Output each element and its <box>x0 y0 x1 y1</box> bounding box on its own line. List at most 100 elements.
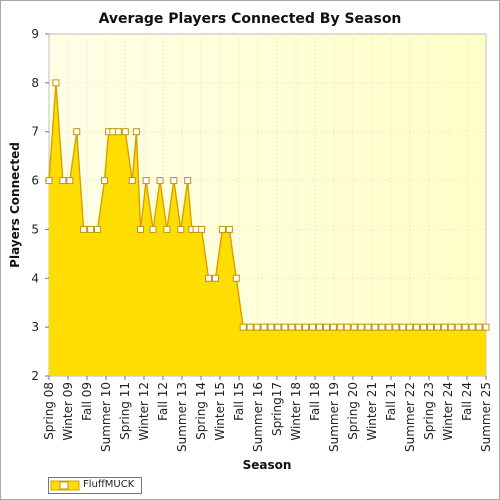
data-point <box>371 323 379 331</box>
x-tick-label: Fall 12 <box>156 382 170 421</box>
data-point <box>177 225 185 233</box>
data-point <box>475 323 483 331</box>
y-tick-label: 2 <box>31 369 39 383</box>
data-point <box>427 323 435 331</box>
x-tick-label: Spring 20 <box>346 382 360 440</box>
data-point <box>364 323 372 331</box>
x-tick-label: Fall 09 <box>80 382 94 421</box>
x-tick-label: Summer 25 <box>479 382 493 452</box>
data-point <box>137 225 145 233</box>
data-point <box>433 323 441 331</box>
data-point <box>66 177 74 185</box>
data-point <box>52 79 60 87</box>
data-point <box>87 225 95 233</box>
y-tick-label: 3 <box>31 320 39 334</box>
y-tick-label: 5 <box>31 222 39 236</box>
data-point <box>288 323 296 331</box>
data-point <box>461 323 469 331</box>
data-point <box>392 323 400 331</box>
data-point <box>225 225 233 233</box>
data-point <box>413 323 421 331</box>
data-point <box>274 323 282 331</box>
data-point <box>281 323 289 331</box>
data-point <box>246 323 254 331</box>
x-tick-label: Winter 21 <box>365 382 379 441</box>
data-point <box>239 323 247 331</box>
y-tick-label: 4 <box>31 271 39 285</box>
data-point <box>440 323 448 331</box>
x-axis: Spring 08 Winter 09 Fall 09 Summer 10 Spring… <box>42 376 493 452</box>
legend-label: FluffMUCK <box>83 479 135 490</box>
data-point <box>406 323 414 331</box>
data-point <box>267 323 275 331</box>
y-tick-label: 7 <box>31 125 39 139</box>
legend-swatch <box>50 480 80 491</box>
x-tick-label: Summer 22 <box>403 382 417 452</box>
x-tick-label: Fall 18 <box>308 382 322 421</box>
data-point <box>309 323 317 331</box>
data-point <box>205 274 213 282</box>
data-point <box>302 323 310 331</box>
data-point <box>163 225 171 233</box>
x-tick-label: Winter 12 <box>137 382 151 441</box>
data-point <box>128 177 136 185</box>
data-point <box>218 225 226 233</box>
y-tick-label: 6 <box>31 174 39 188</box>
x-tick-label: Summer 10 <box>99 382 113 452</box>
x-tick-label: Summer 16 <box>251 382 265 452</box>
x-tick-label: Spring 11 <box>118 382 132 440</box>
data-point <box>132 128 140 136</box>
data-point <box>482 323 490 331</box>
chart-title: Average Players Connected By Season <box>99 11 402 27</box>
data-point <box>211 274 219 282</box>
data-point <box>260 323 268 331</box>
data-point <box>322 323 330 331</box>
x-tick-label: Spring 14 <box>194 382 208 440</box>
data-point <box>114 128 122 136</box>
data-point <box>170 177 178 185</box>
data-point <box>357 323 365 331</box>
x-tick-label: Fall 24 <box>460 382 474 421</box>
data-point <box>156 177 164 185</box>
data-point <box>73 128 81 136</box>
x-tick-label: Winter 09 <box>61 382 75 441</box>
x-tick-label: Spring 08 <box>42 382 56 440</box>
data-markers <box>45 79 490 331</box>
data-point <box>253 323 261 331</box>
data-point <box>142 177 150 185</box>
x-tick-label: Winter 24 <box>441 382 455 441</box>
data-point <box>316 323 324 331</box>
series-area <box>49 82 486 376</box>
data-point <box>378 323 386 331</box>
data-point <box>94 225 102 233</box>
x-axis-title: Season <box>243 458 292 472</box>
x-tick-label: Fall 21 <box>384 382 398 421</box>
data-point <box>336 323 344 331</box>
y-axis: 2 3 4 5 6 7 8 9 <box>31 27 49 383</box>
data-point <box>45 177 53 185</box>
data-point <box>447 323 455 331</box>
data-point <box>184 177 192 185</box>
x-tick-label: Spring17 <box>270 382 284 436</box>
y-tick-label: 9 <box>31 27 39 41</box>
data-point <box>420 323 428 331</box>
data-point <box>350 323 358 331</box>
data-point <box>149 225 157 233</box>
x-tick-label: Winter 18 <box>289 382 303 441</box>
data-point <box>329 323 337 331</box>
data-point <box>399 323 407 331</box>
x-tick-label: Spring 23 <box>422 382 436 440</box>
data-point <box>343 323 351 331</box>
data-point <box>59 177 67 185</box>
data-point <box>295 323 303 331</box>
data-point <box>198 225 206 233</box>
y-axis-title: Players Connected <box>8 142 22 268</box>
x-tick-label: Winter 15 <box>213 382 227 441</box>
data-point <box>232 274 240 282</box>
data-point <box>121 128 129 136</box>
x-tick-label: Summer 19 <box>327 382 341 452</box>
data-point <box>454 323 462 331</box>
data-point <box>468 323 476 331</box>
y-tick-label: 8 <box>31 76 39 90</box>
